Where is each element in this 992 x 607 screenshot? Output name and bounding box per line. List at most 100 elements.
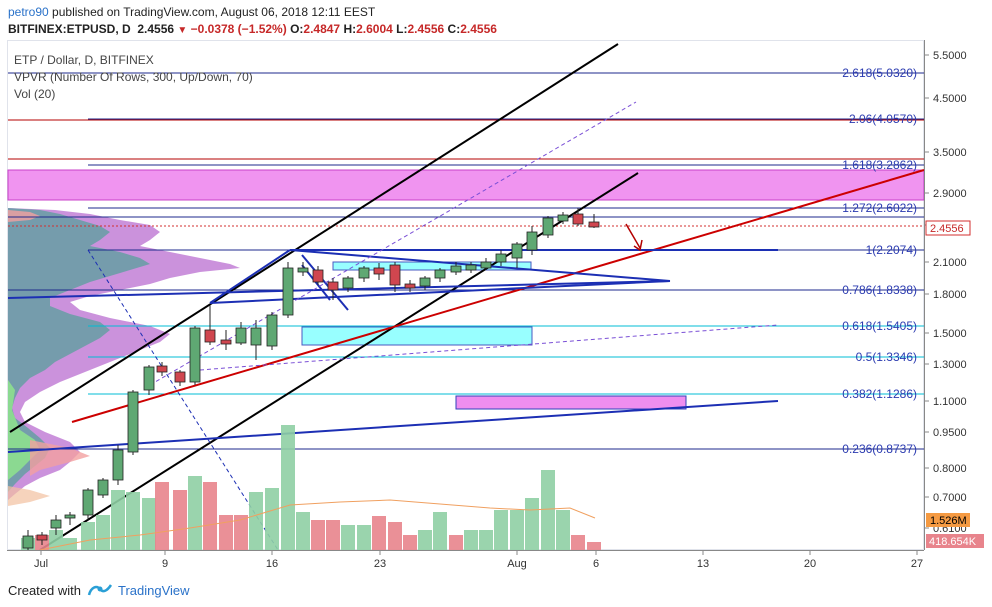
volume-bar	[126, 492, 140, 550]
volume-bar	[372, 516, 386, 550]
target-zone[interactable]	[455, 395, 687, 410]
resistance-zone[interactable]	[7, 169, 925, 201]
volume-bar	[234, 515, 248, 550]
fib-level-label: 0.618(1.5405)	[842, 319, 917, 333]
symbol-name: BITFINEX:ETPUSD, D	[8, 22, 131, 36]
high-label: H:	[343, 22, 357, 36]
tradingview-link[interactable]: TradingView	[118, 583, 190, 598]
candle-body	[480, 261, 492, 269]
volume-bar	[341, 525, 355, 550]
time-axis[interactable]: Jul 9 16 23 Aug 6 13 20 27	[7, 550, 924, 572]
legend-vpvr[interactable]: VPVR (Number Of Rows, 300, Up/Down, 70)	[14, 70, 253, 84]
time-tick-label: 9	[162, 558, 168, 570]
time-tick-label: Aug	[507, 558, 527, 570]
fib-level-label: 2.06(4.0570)	[849, 112, 917, 126]
candle-body	[373, 267, 385, 275]
candle-body	[526, 231, 538, 251]
time-tick-label: 13	[697, 558, 709, 570]
candle-body	[511, 243, 523, 259]
time-tick-label: Jul	[34, 558, 48, 570]
created-with-text: Created with	[8, 583, 81, 598]
price-tick-label: 0.8000	[933, 463, 967, 475]
price-tick-label: 4.5000	[933, 93, 967, 105]
candle-body	[156, 365, 168, 373]
footer: Created with TradingView	[0, 574, 992, 607]
author-link[interactable]: petro90	[8, 5, 49, 19]
volume-bar	[311, 520, 325, 550]
volume-bar	[81, 522, 95, 550]
candle-body	[250, 327, 262, 346]
volume-bar	[96, 515, 110, 550]
projection-arrow-icon	[633, 239, 643, 252]
volume-bar	[249, 492, 263, 550]
price-tick-label: 1.1000	[933, 396, 967, 408]
volume-bar	[479, 530, 493, 550]
volume-ma-line	[39, 499, 596, 551]
published-text: published on TradingView.com, August 06,…	[52, 5, 376, 19]
time-tick-label: 23	[374, 558, 386, 570]
candle-body	[465, 264, 477, 271]
publish-line: petro90 published on TradingView.com, Au…	[8, 5, 375, 19]
candle-body	[312, 269, 324, 283]
candle-body	[419, 277, 431, 287]
fib-level-label: 0.786(1.8338)	[842, 283, 917, 297]
fib-level-label: 1(2.2074)	[866, 243, 917, 257]
candle-body	[189, 327, 201, 383]
volume-bar	[203, 482, 217, 550]
last-price: 2.4556	[137, 22, 175, 36]
volume-bar	[173, 490, 187, 550]
support-zone-lower[interactable]	[301, 326, 533, 346]
candle-body	[204, 329, 216, 343]
volume-bar	[188, 476, 202, 550]
tradingview-logo-icon[interactable]	[87, 581, 113, 599]
fib-level-label: 2.618(5.0320)	[842, 66, 917, 80]
volume-bar	[525, 498, 539, 550]
candle-body	[64, 514, 76, 519]
fib-lines[interactable]	[8, 72, 924, 450]
chart-legend: ETP / Dollar, D, BITFINEX VPVR (Number O…	[14, 52, 253, 103]
legend-volume[interactable]: Vol (20)	[14, 87, 56, 101]
volume-bar	[357, 525, 371, 550]
volume-bar	[155, 482, 169, 550]
candles	[22, 208, 600, 550]
candle-body	[112, 449, 124, 481]
last-price-tag: 2.4556	[930, 223, 964, 235]
legend-title: ETP / Dollar, D, BITFINEX	[14, 53, 154, 67]
volume-bar	[326, 520, 340, 550]
price-tick-label: 0.9500	[933, 427, 967, 439]
candle-body	[297, 267, 309, 273]
volume-bar	[403, 535, 417, 550]
time-tick-label: 16	[266, 558, 278, 570]
candle-body	[327, 281, 339, 291]
candle-body	[572, 213, 584, 225]
volume-bar	[281, 425, 295, 550]
fib-level-label: 1.272(2.6022)	[842, 201, 917, 215]
price-tick-label: 1.8000	[933, 289, 967, 301]
volume-bar	[418, 530, 432, 550]
fib-level-label: 0.382(1.1286)	[842, 387, 917, 401]
price-tick-label: 1.3000	[933, 359, 967, 371]
price-tick-label: 1.5000	[933, 328, 967, 340]
candle-body	[389, 264, 401, 286]
candle-body	[143, 366, 155, 391]
candle-body	[495, 253, 507, 263]
volume-bar	[296, 512, 310, 550]
candle-body	[282, 267, 294, 316]
volume-bar	[449, 535, 463, 550]
open-label: O:	[290, 22, 304, 36]
candle-body	[97, 479, 109, 496]
candle-body	[542, 217, 554, 236]
candle-body	[174, 371, 186, 383]
fib-level-label: 1.618(3.2862)	[842, 158, 917, 172]
high-value: 2.6004	[356, 22, 393, 36]
low-label: L:	[396, 22, 408, 36]
price-tick-label: 0.7000	[933, 492, 967, 504]
volume-bar	[219, 515, 233, 550]
volume-bar	[265, 488, 279, 550]
low-value: 2.4556	[407, 22, 445, 36]
price-change: −0.0378 (−1.52%)	[190, 22, 287, 36]
candle-body	[588, 221, 600, 228]
price-axis[interactable]: 5.50004.50003.50002.90002.50002.10001.80…	[924, 40, 992, 550]
volume-tag: 418.654K	[929, 536, 977, 548]
